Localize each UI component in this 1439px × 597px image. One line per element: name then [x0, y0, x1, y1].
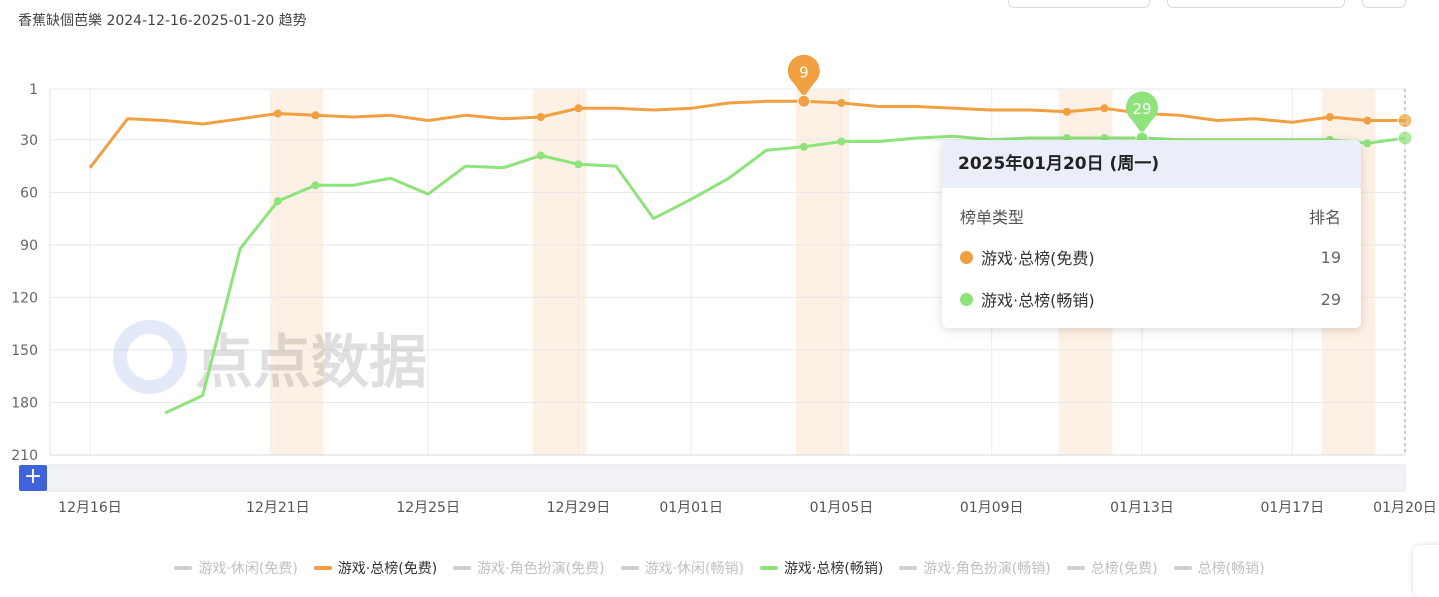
pin-label: 9 — [799, 63, 809, 81]
legend-label: 总榜(免费) — [1090, 561, 1158, 577]
legend-swatch-icon — [453, 566, 472, 570]
series-line-paid — [164, 134, 1406, 415]
y-tick-label: 90 — [20, 238, 38, 254]
legend: 游戏·休闲(免费) 游戏·总榜(免费) 游戏·角色扮演(免费) 游戏·休闲(畅销) 游戏… — [0, 558, 1439, 578]
y-tick-label: 60 — [20, 185, 38, 201]
x-tick-label: 12月25日 — [396, 500, 460, 516]
legend-swatch-icon — [759, 566, 778, 570]
pin-point — [797, 94, 811, 108]
watermark-text: 点点数据 — [195, 328, 427, 396]
tooltip-row-label: 游戏·总榜(免费) — [981, 249, 1095, 268]
data-point-free — [1325, 113, 1334, 122]
y-tick-label: 180 — [11, 395, 38, 411]
data-point-paid — [536, 151, 545, 160]
tooltip-col-type: 榜单类型 — [960, 208, 1025, 227]
legend-swatch-icon — [174, 566, 193, 570]
legend-swatch-icon — [1173, 566, 1192, 570]
legend-item[interactable]: 游戏·休闲(免费) — [174, 558, 298, 578]
y-tick-label: 1 — [29, 82, 38, 98]
data-point-paid — [311, 181, 320, 190]
tooltip-col-rank: 排名 — [1308, 208, 1341, 227]
legend-item[interactable]: 游戏·角色扮演(免费) — [453, 558, 605, 578]
weekend-band — [269, 89, 324, 455]
legend-item[interactable]: 总榜(畅销) — [1173, 558, 1265, 578]
legend-item[interactable]: 总榜(免费) — [1066, 558, 1158, 578]
legend-label: 游戏·休闲(畅销) — [644, 561, 744, 577]
legend-swatch-icon — [620, 566, 639, 570]
x-tick-label: 01月13日 — [1110, 500, 1174, 516]
data-point-free — [536, 113, 545, 122]
data-point-free — [1363, 116, 1372, 125]
zoom-add-button[interactable]: + — [19, 465, 47, 491]
data-point-paid — [1363, 139, 1372, 148]
top-control-2[interactable] — [1167, 0, 1345, 8]
legend-label: 游戏·休闲(免费) — [198, 561, 298, 577]
legend-label: 游戏·总榜(畅销) — [783, 561, 884, 577]
tooltip-row-label: 游戏·总榜(畅销) — [981, 291, 1095, 310]
paid-dot-icon — [960, 292, 973, 306]
x-tick-label: 01月05日 — [810, 500, 874, 516]
chart-title: 香蕉缺個芭樂 2024-12-16-2025-01-20 趋势 — [18, 13, 307, 29]
y-tick-label: 150 — [11, 343, 38, 359]
data-point-free — [574, 104, 583, 113]
data-point-free — [1100, 104, 1109, 113]
y-tick-label: 30 — [20, 133, 38, 149]
x-tick-label: 01月20日 — [1373, 500, 1437, 516]
x-tick-label: 12月29日 — [547, 500, 611, 516]
x-tick-label: 01月17日 — [1260, 500, 1324, 516]
legend-label: 游戏·角色扮演(免费) — [477, 561, 605, 577]
legend-label: 游戏·总榜(免费) — [337, 561, 438, 577]
legend-swatch-icon — [899, 566, 918, 570]
pin-marker-free — [787, 54, 820, 98]
x-tick-label: 12月21日 — [246, 500, 310, 516]
data-point-paid — [799, 142, 808, 151]
free-dot-icon — [960, 250, 973, 264]
side-panel-tab[interactable] — [1413, 545, 1439, 597]
data-point-paid — [273, 197, 282, 206]
legend-item[interactable]: 游戏·角色扮演(畅销) — [899, 558, 1051, 578]
legend-swatch-icon — [1066, 566, 1085, 570]
y-tick-label: 120 — [11, 290, 38, 306]
tooltip-row-free: 游戏·总榜(免费) 19 — [942, 236, 1361, 278]
legend-swatch-icon — [313, 566, 332, 570]
x-tick-label: 12月16日 — [58, 500, 122, 516]
data-point-paid — [1397, 130, 1413, 146]
tooltip-row-value: 29 — [1320, 289, 1341, 309]
data-point-free — [311, 111, 320, 120]
hover-tooltip: 2025年01月20日 (周一) 榜单类型 排名 游戏·总榜(免费) 19 游戏… — [942, 140, 1361, 328]
pin-label: 29 — [1132, 100, 1151, 118]
zoom-slider-track — [46, 464, 1406, 492]
legend-label: 总榜(畅销) — [1197, 561, 1265, 577]
legend-label: 游戏·角色扮演(畅销) — [923, 561, 1051, 577]
tooltip-row-value: 19 — [1320, 247, 1341, 267]
legend-item[interactable]: 游戏·总榜(畅销) — [759, 558, 884, 578]
data-point-free — [273, 109, 282, 118]
y-tick-label: 210 — [11, 448, 38, 464]
top-control-1[interactable] — [1008, 0, 1150, 8]
x-tick-label: 01月01日 — [659, 500, 723, 516]
top-control-3[interactable] — [1362, 0, 1406, 8]
data-point-free — [1062, 107, 1071, 116]
data-point-paid — [837, 137, 846, 146]
diandian-logo-icon — [113, 320, 187, 394]
data-point-free — [1397, 113, 1413, 129]
data-point-free — [837, 99, 846, 108]
x-tick-label: 01月09日 — [960, 500, 1024, 516]
data-point-paid — [574, 160, 583, 169]
legend-item[interactable]: 游戏·总榜(免费) — [313, 558, 438, 578]
tooltip-date: 2025年01月20日 (周一) — [942, 140, 1361, 188]
legend-item[interactable]: 游戏·休闲(畅销) — [620, 558, 744, 578]
weekend-band — [532, 89, 587, 455]
tooltip-row-paid: 游戏·总榜(畅销) 29 — [942, 278, 1361, 320]
pin-marker-paid — [1126, 91, 1158, 135]
series-line-free — [88, 99, 1405, 169]
